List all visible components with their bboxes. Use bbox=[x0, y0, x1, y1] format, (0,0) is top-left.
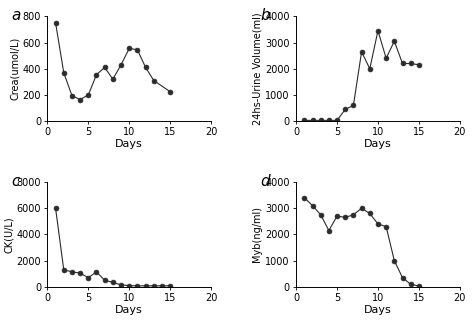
X-axis label: Days: Days bbox=[115, 139, 143, 149]
Y-axis label: Myb(ng/ml): Myb(ng/ml) bbox=[253, 206, 263, 262]
Text: b: b bbox=[260, 8, 270, 23]
X-axis label: Days: Days bbox=[115, 304, 143, 315]
Text: c: c bbox=[11, 174, 20, 189]
Text: a: a bbox=[11, 8, 21, 23]
X-axis label: Days: Days bbox=[364, 304, 392, 315]
Y-axis label: CK(U/L): CK(U/L) bbox=[4, 216, 14, 253]
Y-axis label: 24hs-Urine Volume(ml): 24hs-Urine Volume(ml) bbox=[253, 12, 263, 125]
Y-axis label: Crea(umol/L): Crea(umol/L) bbox=[10, 37, 20, 100]
X-axis label: Days: Days bbox=[364, 139, 392, 149]
Text: d: d bbox=[260, 174, 270, 189]
